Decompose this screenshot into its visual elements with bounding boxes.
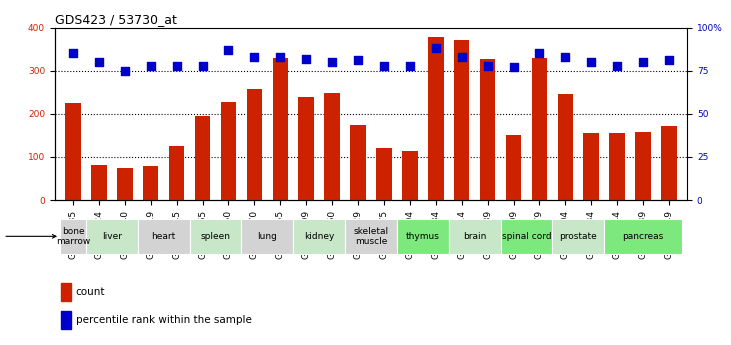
Bar — [65, 103, 80, 200]
Point — [611, 63, 623, 68]
Point — [507, 65, 519, 70]
Bar — [480, 59, 496, 200]
Text: GDS423 / 53730_at: GDS423 / 53730_at — [55, 13, 177, 27]
Bar — [169, 146, 184, 200]
Bar — [117, 168, 132, 200]
Bar — [91, 165, 107, 200]
Point — [663, 58, 675, 63]
Bar — [60, 219, 86, 254]
Point — [637, 59, 649, 65]
Point — [586, 59, 597, 65]
Text: spleen: spleen — [200, 232, 230, 241]
Bar — [298, 97, 314, 200]
Text: lung: lung — [257, 232, 277, 241]
Bar — [605, 219, 682, 254]
Bar — [449, 219, 501, 254]
Bar — [428, 37, 444, 200]
Point — [171, 63, 183, 68]
Bar — [350, 125, 366, 200]
Text: kidney: kidney — [304, 232, 334, 241]
Bar — [293, 219, 345, 254]
Point — [300, 56, 312, 61]
Point — [404, 63, 416, 68]
Bar — [376, 148, 392, 200]
Text: tissue: tissue — [0, 232, 56, 241]
Point — [456, 54, 468, 60]
Bar — [610, 133, 625, 200]
Bar — [397, 219, 449, 254]
Text: heart: heart — [151, 232, 175, 241]
Bar — [61, 312, 71, 329]
Bar — [137, 219, 189, 254]
Point — [482, 63, 493, 68]
Text: liver: liver — [102, 232, 122, 241]
Bar — [241, 219, 293, 254]
Bar — [345, 219, 397, 254]
Text: prostate: prostate — [559, 232, 597, 241]
Text: brain: brain — [463, 232, 486, 241]
Point — [93, 59, 105, 65]
Point — [326, 59, 338, 65]
Bar — [221, 102, 236, 200]
Bar — [531, 58, 548, 200]
Point — [249, 54, 260, 60]
Point — [559, 54, 571, 60]
Point — [223, 47, 235, 53]
Bar — [86, 219, 137, 254]
Point — [145, 63, 156, 68]
Bar — [558, 94, 573, 200]
Point — [534, 51, 545, 56]
Bar — [662, 126, 677, 200]
Bar — [246, 89, 262, 200]
Text: thymus: thymus — [406, 232, 440, 241]
Bar — [61, 284, 71, 301]
Point — [352, 58, 364, 63]
Text: percentile rank within the sample: percentile rank within the sample — [76, 315, 251, 325]
Point — [197, 63, 208, 68]
Text: count: count — [76, 287, 105, 297]
Bar — [553, 219, 605, 254]
Bar — [501, 219, 553, 254]
Point — [430, 46, 442, 51]
Bar — [402, 150, 417, 200]
Point — [67, 51, 79, 56]
Bar — [189, 219, 241, 254]
Bar — [635, 132, 651, 200]
Text: pancreas: pancreas — [623, 232, 664, 241]
Point — [119, 68, 131, 73]
Bar — [194, 116, 211, 200]
Point — [378, 63, 390, 68]
Bar — [273, 58, 288, 200]
Bar — [325, 93, 340, 200]
Bar — [583, 133, 599, 200]
Bar — [454, 40, 469, 200]
Bar — [143, 167, 159, 200]
Text: spinal cord: spinal cord — [501, 232, 551, 241]
Bar — [506, 135, 521, 200]
Text: skeletal
muscle: skeletal muscle — [353, 227, 389, 246]
Text: bone
marrow: bone marrow — [56, 227, 90, 246]
Point — [274, 54, 286, 60]
